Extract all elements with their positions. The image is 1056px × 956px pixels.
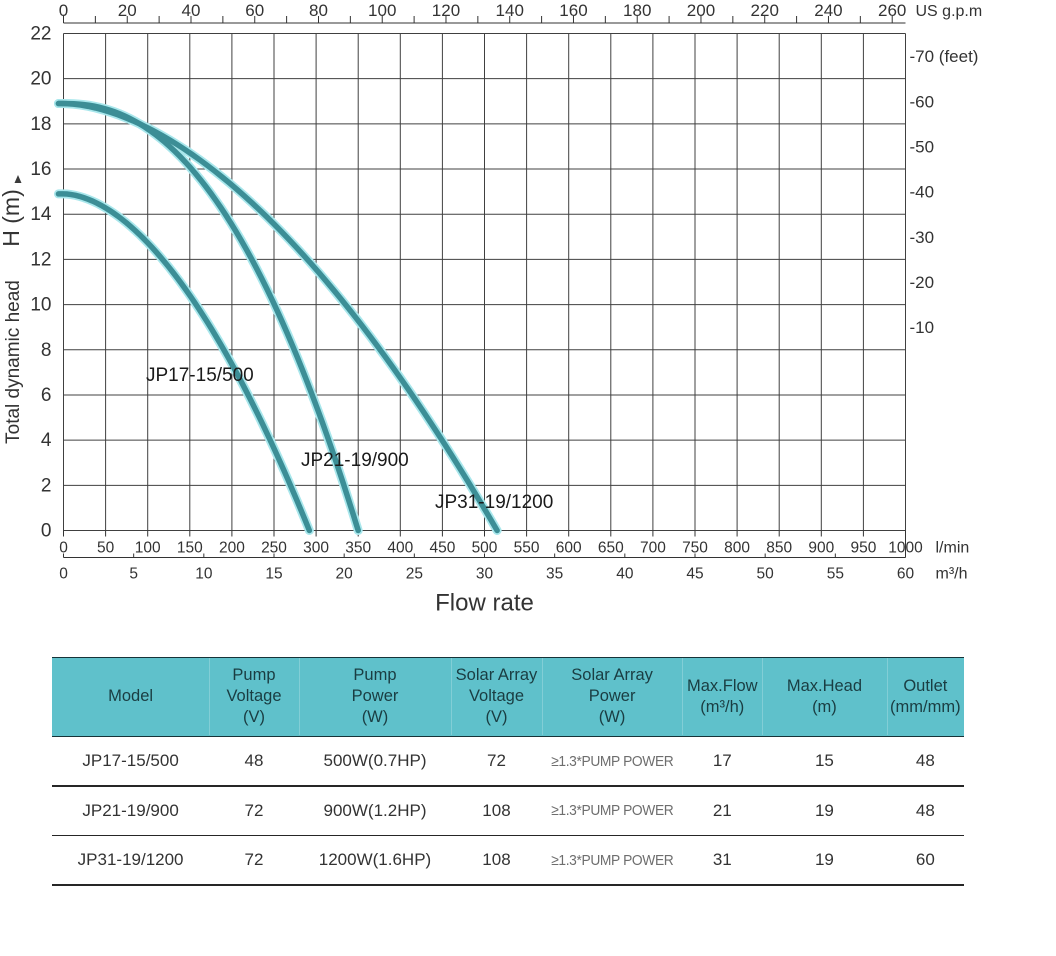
svg-text:600: 600 xyxy=(556,540,582,557)
svg-text:30: 30 xyxy=(476,566,494,583)
svg-text:Total dynamic head: Total dynamic head xyxy=(3,280,24,444)
svg-text:6: 6 xyxy=(41,385,52,406)
svg-text:45: 45 xyxy=(686,566,703,583)
svg-text:950: 950 xyxy=(850,540,876,557)
svg-text:-30: -30 xyxy=(910,228,935,247)
svg-text:60: 60 xyxy=(245,1,264,20)
svg-text:60: 60 xyxy=(897,566,915,583)
svg-text:US g.p.m: US g.p.m xyxy=(916,3,983,20)
svg-text:5: 5 xyxy=(129,566,138,583)
svg-text:15: 15 xyxy=(265,566,282,583)
svg-text:20: 20 xyxy=(336,566,354,583)
svg-text:18: 18 xyxy=(30,114,51,135)
svg-text:40: 40 xyxy=(182,1,201,20)
svg-text:20: 20 xyxy=(118,1,137,20)
svg-text:-50: -50 xyxy=(910,137,935,156)
svg-text:150: 150 xyxy=(177,540,203,557)
svg-text:550: 550 xyxy=(514,540,540,557)
svg-text:16: 16 xyxy=(30,159,51,180)
svg-text:160: 160 xyxy=(559,1,587,20)
svg-text:10: 10 xyxy=(195,566,213,583)
svg-text:240: 240 xyxy=(814,1,842,20)
svg-text:0: 0 xyxy=(59,1,68,20)
svg-text:-20: -20 xyxy=(910,273,935,292)
svg-text:20: 20 xyxy=(30,69,51,90)
svg-text:260: 260 xyxy=(878,1,906,20)
svg-text:350: 350 xyxy=(345,540,371,557)
svg-text:400: 400 xyxy=(387,540,413,557)
svg-text:80: 80 xyxy=(309,1,328,20)
svg-text:-70 (feet): -70 (feet) xyxy=(910,47,979,66)
svg-text:900: 900 xyxy=(808,540,834,557)
svg-text:300: 300 xyxy=(303,540,329,557)
svg-text:22: 22 xyxy=(30,24,51,45)
svg-text:100: 100 xyxy=(135,540,161,557)
svg-text:650: 650 xyxy=(598,540,624,557)
svg-text:35: 35 xyxy=(546,566,563,583)
svg-text:14: 14 xyxy=(30,204,52,225)
svg-text:200: 200 xyxy=(219,540,245,557)
svg-text:180: 180 xyxy=(623,1,651,20)
svg-text:850: 850 xyxy=(766,540,792,557)
svg-text:10: 10 xyxy=(30,295,51,316)
svg-text:800: 800 xyxy=(724,540,750,557)
svg-text:m³/h: m³/h xyxy=(936,566,968,583)
svg-text:700: 700 xyxy=(640,540,666,557)
svg-text:Flow rate: Flow rate xyxy=(435,590,534,617)
svg-text:100: 100 xyxy=(368,1,396,20)
svg-text:55: 55 xyxy=(827,566,844,583)
svg-text:120: 120 xyxy=(432,1,460,20)
svg-text:200: 200 xyxy=(687,1,715,20)
svg-text:JP31-19/1200: JP31-19/1200 xyxy=(435,492,553,513)
svg-text:50: 50 xyxy=(97,540,115,557)
svg-text:l/min: l/min xyxy=(936,540,970,557)
svg-text:-40: -40 xyxy=(910,183,935,202)
svg-text:40: 40 xyxy=(616,566,634,583)
svg-text:4: 4 xyxy=(41,430,52,451)
svg-text:140: 140 xyxy=(496,1,524,20)
svg-text:JP21-19/900: JP21-19/900 xyxy=(301,450,409,471)
svg-text:H (m): H (m) xyxy=(0,189,24,246)
svg-text:25: 25 xyxy=(406,566,423,583)
svg-text:450: 450 xyxy=(429,540,455,557)
svg-text:50: 50 xyxy=(757,566,775,583)
svg-text:2: 2 xyxy=(41,475,52,496)
svg-text:8: 8 xyxy=(41,340,52,361)
svg-text:220: 220 xyxy=(751,1,779,20)
svg-text:-60: -60 xyxy=(910,92,935,111)
svg-text:JP17-15/500: JP17-15/500 xyxy=(146,365,254,386)
svg-text:12: 12 xyxy=(30,249,51,270)
svg-text:-10: -10 xyxy=(910,318,935,337)
svg-text:0: 0 xyxy=(41,521,52,542)
svg-text:0: 0 xyxy=(59,566,68,583)
